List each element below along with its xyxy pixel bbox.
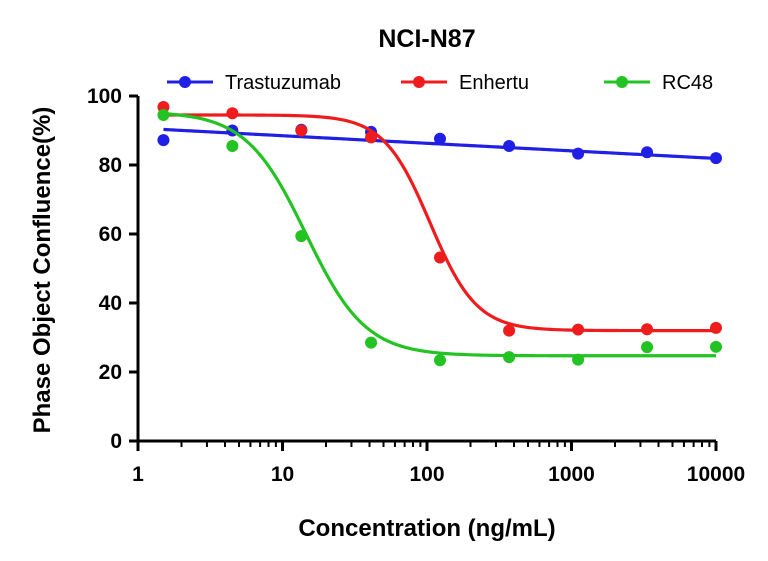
data-point xyxy=(641,146,654,159)
data-point xyxy=(503,324,516,337)
data-point xyxy=(433,132,446,145)
y-tick-label: 60 xyxy=(99,223,122,246)
y-tick-label: 20 xyxy=(99,361,122,384)
x-tick-label: 1 xyxy=(132,463,144,486)
x-axis-title: Concentration (ng/mL) xyxy=(298,515,555,542)
data-point xyxy=(503,140,516,153)
legend-marker xyxy=(616,76,628,88)
data-point xyxy=(365,131,378,144)
data-point xyxy=(710,321,722,334)
data-point xyxy=(503,351,516,364)
y-tick-label: 0 xyxy=(110,430,122,453)
x-axis: 1 10 100 1000 10000 xyxy=(132,439,745,486)
legend-item: Enhertu xyxy=(401,72,529,94)
x-tick-label: 1000 xyxy=(548,463,595,486)
fit-curve xyxy=(163,113,716,333)
data-point xyxy=(295,230,308,243)
x-tick-label: 10 xyxy=(271,463,294,486)
legend-label: Trastuzumab xyxy=(225,72,341,94)
data-point xyxy=(226,140,239,153)
legend: Trastuzumab Enhertu RC48 xyxy=(167,72,713,94)
data-point xyxy=(433,354,446,367)
data-point xyxy=(641,323,654,336)
series-trastuzumab xyxy=(157,123,722,165)
x-tick-label: 10000 xyxy=(687,463,745,486)
data-point xyxy=(710,340,722,353)
legend-item: RC48 xyxy=(604,72,713,94)
plot-area xyxy=(157,101,722,367)
data-point xyxy=(641,341,654,354)
y-tick-label: 100 xyxy=(87,85,122,108)
legend-label: Enhertu xyxy=(459,72,529,94)
legend-marker xyxy=(179,76,191,88)
data-point xyxy=(157,134,170,147)
data-point xyxy=(365,336,378,349)
y-tick-label: 40 xyxy=(99,292,122,315)
legend-marker xyxy=(413,76,425,88)
y-tick-label: 80 xyxy=(99,154,122,177)
data-point xyxy=(572,147,585,160)
y-axis: 0 20 40 60 80 100 xyxy=(87,85,140,453)
data-point xyxy=(226,107,239,120)
y-axis-title: Phase Object Confluence(%) xyxy=(29,107,56,434)
legend-label: RC48 xyxy=(662,72,713,94)
data-point xyxy=(157,108,170,121)
chart-title: NCI-N87 xyxy=(378,25,475,53)
data-point xyxy=(710,152,722,165)
data-point xyxy=(572,323,585,336)
x-tick-label: 100 xyxy=(409,463,444,486)
fit-curve xyxy=(163,111,716,358)
data-point xyxy=(433,251,446,264)
data-point xyxy=(572,353,585,366)
series-rc48 xyxy=(157,108,722,367)
data-point xyxy=(295,124,308,137)
legend-item: Trastuzumab xyxy=(167,72,341,94)
